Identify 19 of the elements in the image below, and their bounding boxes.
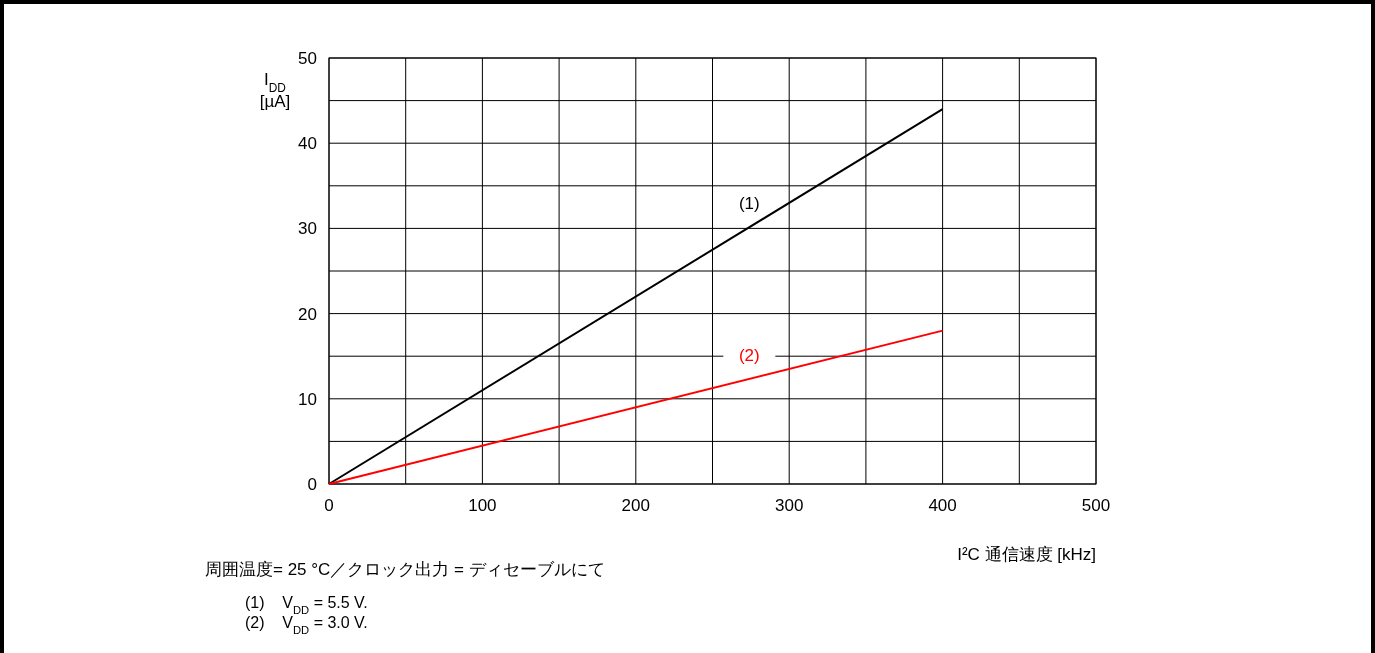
x-tick-label: 100 bbox=[468, 496, 497, 515]
x-axis-title: I²C 通信速度 [kHz] bbox=[957, 545, 1096, 564]
series-label: (1) bbox=[738, 194, 760, 214]
series-label: (2) bbox=[738, 345, 760, 365]
x-tick-label: 200 bbox=[621, 496, 650, 515]
text: (2) V$_{DD}$ = 3.0 V. bbox=[245, 614, 368, 636]
y-tick-label: 30 bbox=[298, 219, 317, 239]
text: (1) V$_{DD}$ = 5.5 V. bbox=[245, 594, 368, 616]
y-axis-title: I$_{DD}$ [µA] bbox=[259, 70, 291, 111]
y-tick-label: 50 bbox=[298, 49, 317, 68]
y-tick-label: 10 bbox=[298, 389, 317, 409]
x-tick-label: 300 bbox=[775, 496, 804, 515]
y-tick-label: 0 bbox=[307, 475, 317, 494]
text: 周囲温度= 25 °C／クロック出力 = ディセーブルにて bbox=[205, 560, 605, 579]
x-tick-label: 400 bbox=[928, 496, 957, 515]
y-tick-label: 20 bbox=[298, 304, 317, 324]
x-tick-label: 500 bbox=[1081, 496, 1111, 515]
y-tick-label: 40 bbox=[298, 134, 317, 154]
x-tick-label: 0 bbox=[324, 496, 334, 515]
